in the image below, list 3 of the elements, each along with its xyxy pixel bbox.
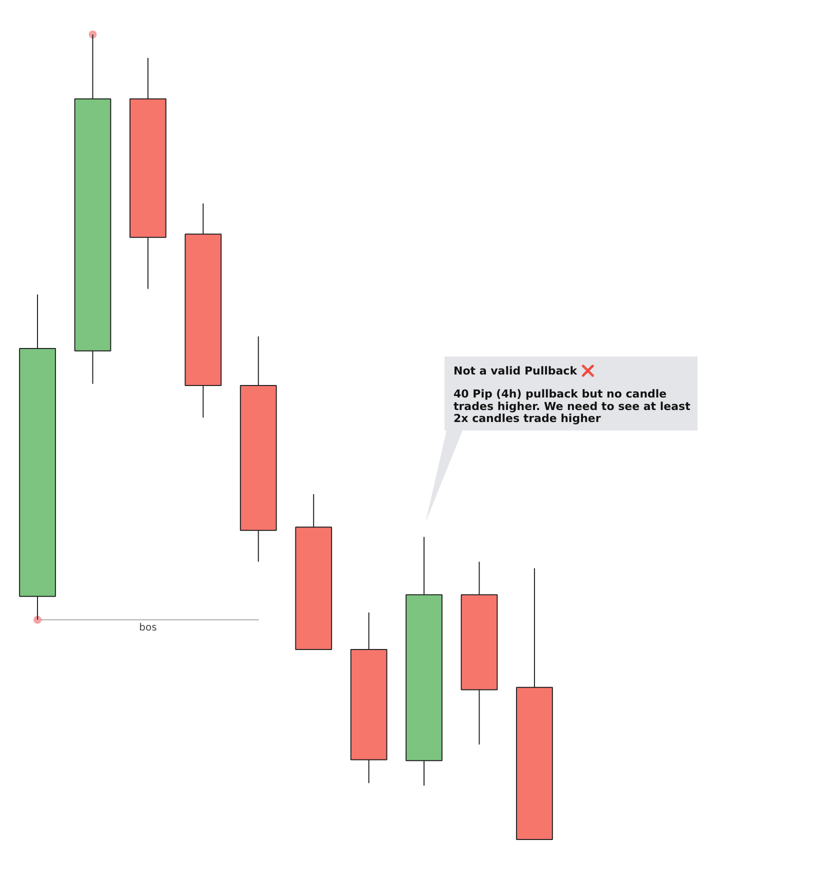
- annotation: 40 Pip (4h) pullback but no candle trades higher. We need to see at least 2x candles trade higher: [454, 388, 690, 426]
- series-label: bos: [139, 622, 157, 634]
- annotation: Not a valid Pullback ❌: [454, 364, 595, 378]
